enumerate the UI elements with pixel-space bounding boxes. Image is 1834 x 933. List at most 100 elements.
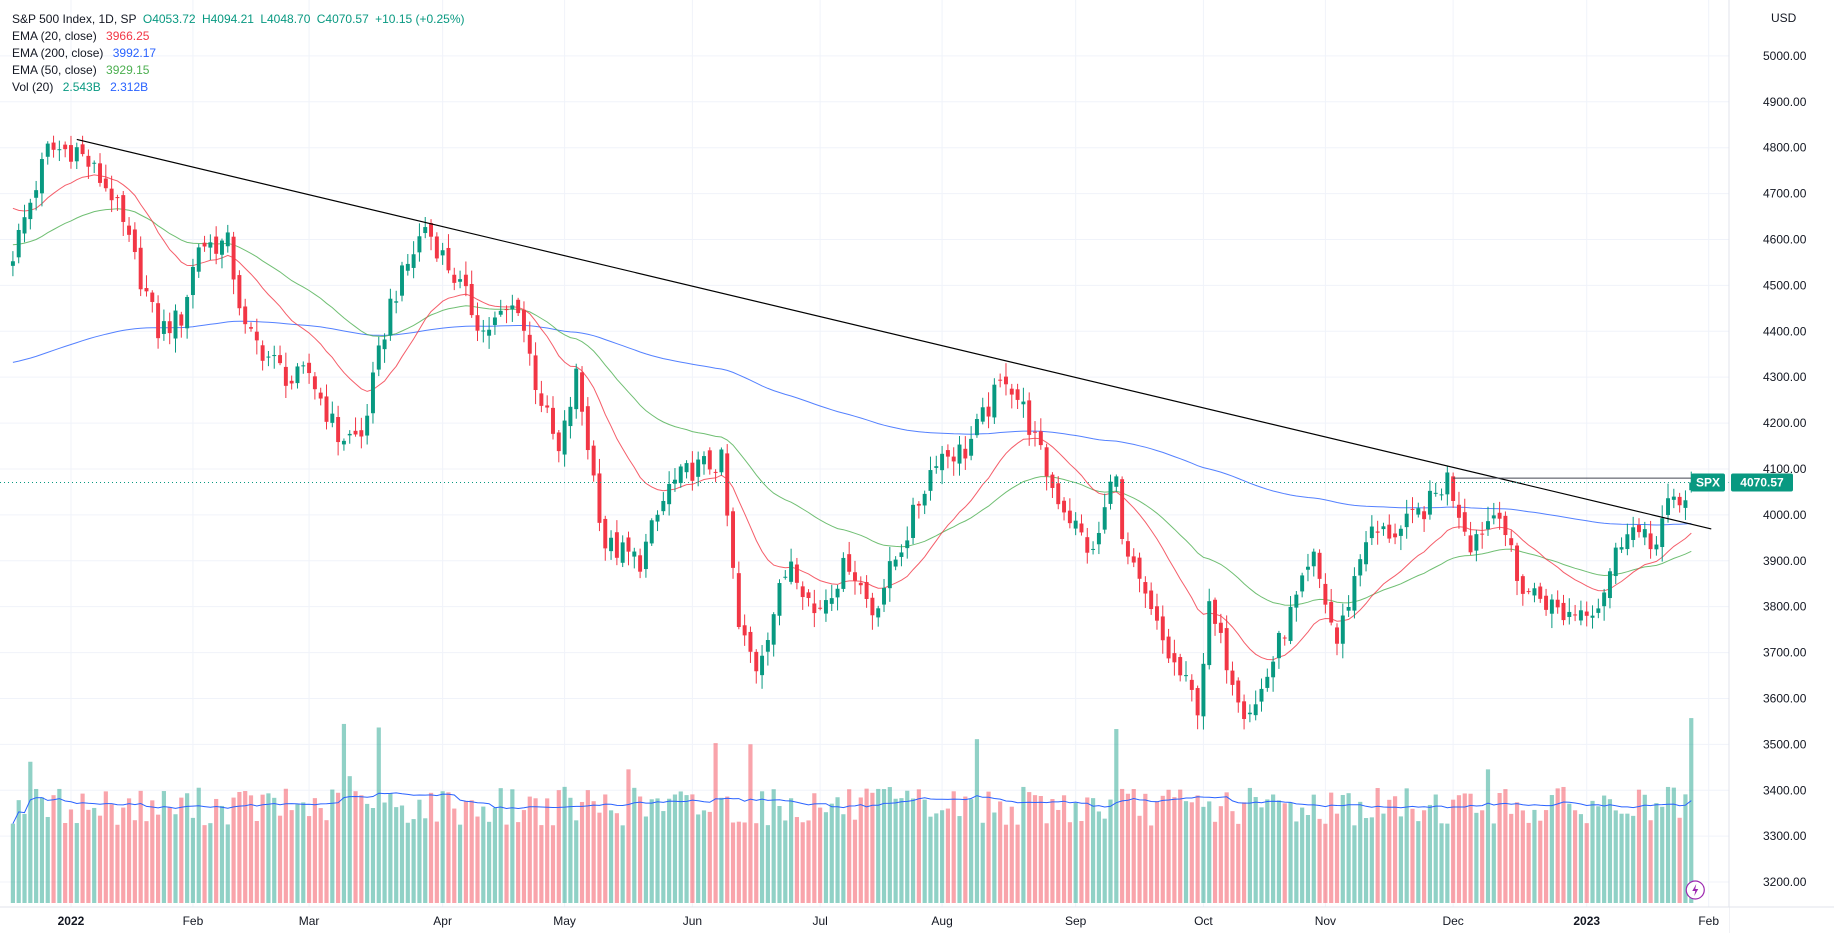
candle[interactable] — [1410, 497, 1415, 524]
candle[interactable] — [376, 336, 381, 377]
candle[interactable] — [556, 429, 561, 463]
candle[interactable] — [765, 632, 770, 666]
candle[interactable] — [1044, 443, 1049, 491]
candle[interactable] — [1573, 604, 1578, 622]
candle[interactable] — [86, 149, 91, 179]
candle[interactable] — [185, 294, 190, 339]
candle[interactable] — [63, 141, 68, 158]
candle[interactable] — [986, 392, 991, 429]
candle[interactable] — [678, 464, 683, 488]
candle[interactable] — [1085, 527, 1090, 564]
candle[interactable] — [1515, 542, 1520, 596]
candle[interactable] — [1364, 531, 1369, 572]
candle[interactable] — [1352, 567, 1357, 619]
candle[interactable] — [661, 492, 666, 516]
candle[interactable] — [156, 295, 161, 349]
candle[interactable] — [498, 299, 503, 317]
candle[interactable] — [22, 204, 27, 243]
candle[interactable] — [481, 319, 486, 343]
candle[interactable] — [1549, 594, 1554, 629]
candle[interactable] — [1393, 523, 1398, 545]
candle[interactable] — [1079, 514, 1084, 536]
candle[interactable] — [940, 445, 945, 485]
candle[interactable] — [1224, 615, 1229, 684]
candle[interactable] — [1677, 492, 1682, 513]
candle[interactable] — [1184, 661, 1188, 682]
candle[interactable] — [463, 261, 468, 297]
candle[interactable] — [1596, 598, 1601, 619]
candle[interactable] — [620, 535, 625, 568]
candle[interactable] — [1567, 598, 1572, 625]
candle[interactable] — [1038, 418, 1043, 450]
candle[interactable] — [911, 497, 916, 545]
candle[interactable] — [341, 438, 346, 451]
candle[interactable] — [1439, 488, 1444, 501]
candle[interactable] — [800, 581, 805, 610]
candle[interactable] — [1096, 521, 1101, 555]
candle[interactable] — [388, 288, 393, 341]
candle[interactable] — [69, 135, 73, 169]
candle[interactable] — [260, 340, 265, 371]
price-axis[interactable]: USD 3200.00 3300.00 3400.00 3500.00 3600.00 37… — [1728, 0, 1834, 933]
candle[interactable] — [783, 570, 788, 580]
candle[interactable] — [864, 575, 869, 608]
candle[interactable] — [231, 231, 236, 295]
candle[interactable] — [1631, 516, 1636, 548]
legend-ema200-row[interactable]: EMA (200, close) 3992.17 — [12, 45, 468, 62]
candle[interactable] — [1143, 576, 1148, 608]
candle[interactable] — [539, 380, 544, 413]
candle[interactable] — [487, 317, 492, 349]
candle[interactable] — [1538, 582, 1543, 603]
candle[interactable] — [1619, 537, 1624, 553]
candle[interactable] — [1201, 652, 1206, 730]
candle[interactable] — [28, 198, 33, 230]
candle[interactable] — [1445, 465, 1450, 506]
candle[interactable] — [1131, 548, 1136, 568]
candle[interactable] — [934, 455, 939, 474]
candle[interactable] — [1340, 603, 1345, 659]
candle[interactable] — [1062, 497, 1067, 521]
candle[interactable] — [446, 234, 451, 274]
candle[interactable] — [893, 556, 898, 571]
candle[interactable] — [179, 311, 184, 338]
candle[interactable] — [1590, 605, 1595, 629]
candle[interactable] — [725, 444, 730, 527]
candle[interactable] — [312, 372, 317, 400]
candle[interactable] — [1329, 588, 1334, 626]
candle[interactable] — [1468, 521, 1473, 555]
candle[interactable] — [434, 232, 439, 262]
candle[interactable] — [173, 304, 178, 353]
candle[interactable] — [1666, 483, 1670, 523]
candle[interactable] — [1195, 685, 1200, 730]
candle[interactable] — [196, 243, 201, 278]
candle[interactable] — [16, 223, 21, 264]
candle[interactable] — [1613, 542, 1618, 584]
candle[interactable] — [916, 501, 921, 519]
candle[interactable] — [1073, 512, 1078, 536]
candle[interactable] — [974, 413, 979, 438]
candle[interactable] — [638, 548, 643, 579]
candle[interactable] — [214, 226, 219, 265]
candle[interactable] — [562, 410, 567, 467]
candle[interactable] — [521, 301, 526, 343]
candle[interactable] — [806, 589, 811, 607]
candle[interactable] — [243, 298, 248, 334]
candle[interactable] — [150, 290, 155, 313]
candle[interactable] — [899, 544, 904, 567]
candle[interactable] — [527, 321, 532, 366]
candle[interactable] — [1317, 549, 1322, 589]
candle[interactable] — [208, 234, 213, 260]
candle[interactable] — [167, 312, 172, 345]
candle[interactable] — [219, 238, 224, 269]
candle[interactable] — [283, 352, 288, 398]
candle[interactable] — [1108, 474, 1113, 510]
candle[interactable] — [580, 366, 585, 426]
candle[interactable] — [109, 175, 114, 213]
candle[interactable] — [603, 515, 608, 561]
candle[interactable] — [1178, 653, 1183, 682]
candle[interactable] — [132, 222, 137, 260]
candle[interactable] — [847, 541, 852, 575]
candle[interactable] — [492, 311, 497, 335]
candle[interactable] — [551, 396, 555, 440]
candle[interactable] — [1300, 572, 1305, 598]
